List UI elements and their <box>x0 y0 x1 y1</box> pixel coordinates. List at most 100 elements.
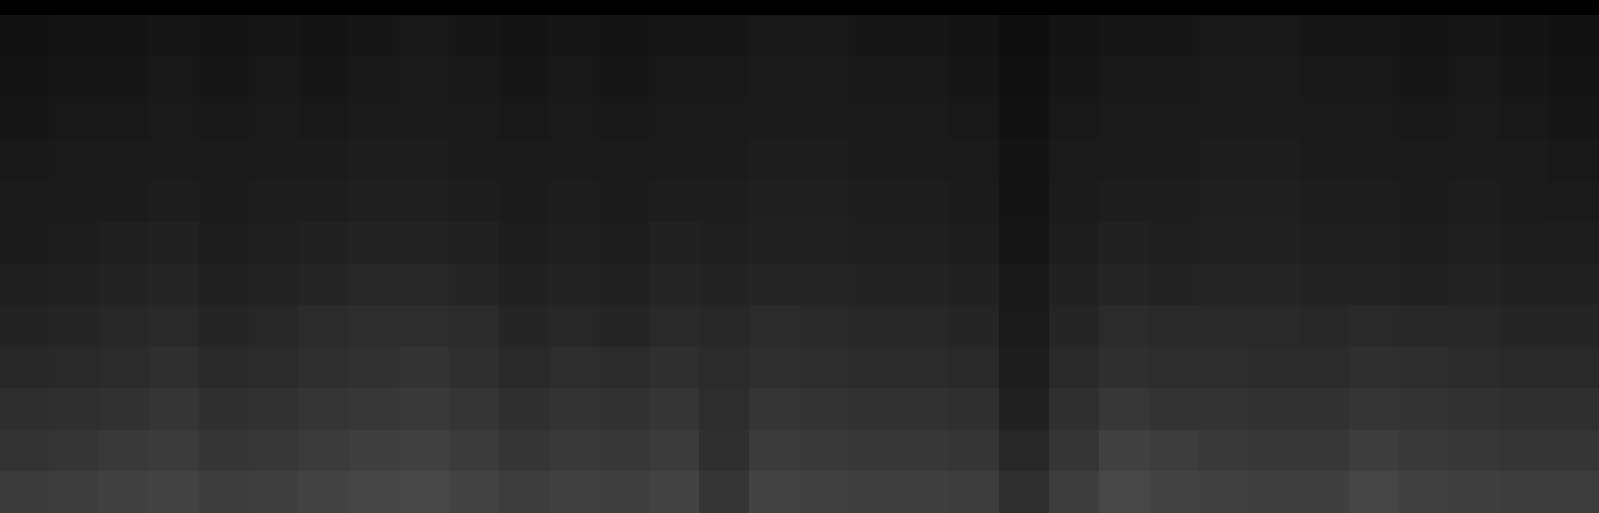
cell <box>599 98 649 139</box>
cell <box>749 388 799 430</box>
cell <box>1549 15 1599 56</box>
cell <box>1049 98 1099 139</box>
cell <box>1349 347 1399 388</box>
cell <box>499 347 549 388</box>
cell <box>149 98 199 139</box>
cell <box>299 430 349 471</box>
cell <box>249 222 299 264</box>
cell <box>1349 139 1399 181</box>
cell <box>849 15 899 56</box>
cell <box>1199 305 1249 347</box>
cell <box>949 15 999 56</box>
cell <box>1399 388 1449 430</box>
cell <box>399 471 449 513</box>
cell <box>1149 347 1199 388</box>
cell <box>0 305 49 347</box>
cell <box>1249 264 1299 305</box>
cell <box>1099 471 1149 513</box>
cell <box>0 15 49 56</box>
cell <box>999 15 1049 56</box>
cell <box>299 347 349 388</box>
cell <box>1449 430 1499 471</box>
cell <box>1149 222 1199 264</box>
cell <box>1499 388 1549 430</box>
cell <box>449 181 499 222</box>
cell <box>399 181 449 222</box>
cell <box>399 222 449 264</box>
cell <box>299 15 349 56</box>
cell <box>1049 264 1099 305</box>
cell <box>349 388 399 430</box>
cell <box>49 181 99 222</box>
cell <box>749 56 799 98</box>
cell <box>1349 98 1399 139</box>
cell <box>199 98 249 139</box>
cell <box>0 264 49 305</box>
cell <box>1449 388 1499 430</box>
cell <box>199 15 249 56</box>
cell <box>1199 15 1249 56</box>
cell <box>299 305 349 347</box>
cell <box>449 139 499 181</box>
cell <box>799 222 849 264</box>
cell <box>1199 98 1249 139</box>
background <box>0 0 1599 513</box>
cell <box>949 98 999 139</box>
cell <box>449 430 499 471</box>
cell <box>699 181 749 222</box>
cell <box>249 471 299 513</box>
cell <box>149 222 199 264</box>
cell <box>899 181 949 222</box>
cell <box>1449 347 1499 388</box>
cell <box>849 56 899 98</box>
cell <box>549 15 599 56</box>
cell <box>799 264 849 305</box>
spectrogram <box>0 0 1599 513</box>
cell <box>1499 264 1549 305</box>
cell <box>899 15 949 56</box>
cell <box>1099 15 1149 56</box>
cell <box>1049 347 1099 388</box>
cell <box>799 181 849 222</box>
cell <box>199 181 249 222</box>
cell <box>799 305 849 347</box>
cell <box>949 388 999 430</box>
cell <box>549 430 599 471</box>
cell <box>0 139 49 181</box>
cell <box>899 56 949 98</box>
cell <box>399 15 449 56</box>
cell <box>349 139 399 181</box>
cell <box>699 264 749 305</box>
cell <box>999 471 1049 513</box>
cell <box>299 139 349 181</box>
cell <box>199 347 249 388</box>
cell <box>449 471 499 513</box>
cell <box>899 347 949 388</box>
cell <box>999 56 1049 98</box>
cell <box>249 305 299 347</box>
cell <box>349 471 399 513</box>
cell <box>399 98 449 139</box>
cell <box>399 264 449 305</box>
cell <box>799 388 849 430</box>
cell <box>749 264 799 305</box>
cell <box>699 98 749 139</box>
cell <box>699 347 749 388</box>
cell <box>649 388 699 430</box>
cell <box>499 139 549 181</box>
cell <box>499 430 549 471</box>
cell <box>1099 347 1149 388</box>
cell <box>849 98 899 139</box>
cell <box>199 139 249 181</box>
cell <box>249 181 299 222</box>
cell <box>349 430 399 471</box>
cell <box>1149 305 1199 347</box>
cell <box>599 56 649 98</box>
cell <box>399 305 449 347</box>
cell <box>499 98 549 139</box>
cell <box>899 471 949 513</box>
cell <box>1349 471 1399 513</box>
cell <box>1449 181 1499 222</box>
cell <box>1249 430 1299 471</box>
cell <box>699 15 749 56</box>
